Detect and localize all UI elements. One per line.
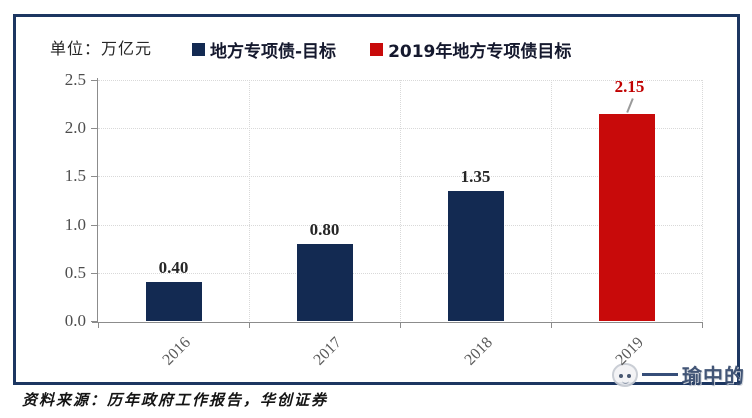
legend-label: 地方专项债-目标: [210, 42, 337, 62]
plot-area: 0.40 0.80 1.35 2.15: [98, 76, 703, 321]
y-tick-mark: [91, 272, 97, 274]
legend-item-target: 地方专项债-目标: [192, 37, 336, 62]
watermark-dash: [642, 373, 678, 376]
y-tick-label: 0.0: [64, 311, 86, 330]
x-axis-line: [92, 322, 703, 323]
bar-2018: [447, 190, 504, 321]
x-tick-mark: [702, 322, 703, 328]
legend-label: 2019年地方专项债目标: [388, 42, 572, 62]
y-tick-mark: [91, 321, 97, 322]
y-tick-mark: [91, 224, 97, 226]
face-eye-icon: [619, 373, 623, 378]
x-tick-mark: [249, 322, 250, 328]
gridline-vertical: [249, 80, 250, 321]
gridline-vertical: [702, 80, 703, 321]
watermark-text: 瑜中的: [682, 364, 745, 388]
legend-swatch-red-icon: [370, 43, 384, 56]
y-tick-label: 1.0: [64, 214, 86, 234]
face-logo-icon: [612, 362, 638, 387]
y-tick-label: 0.5: [64, 262, 86, 282]
bar-2019: [598, 113, 655, 321]
bar-value-label: 0.40: [158, 258, 189, 278]
callout-line: [625, 97, 634, 113]
y-tick-label: 2.5: [64, 70, 86, 89]
y-tick-label: 1.5: [64, 166, 86, 186]
x-tick-mark: [551, 322, 552, 328]
bar-value-label: 2.15: [614, 76, 645, 96]
chart-frame-border: [13, 14, 740, 385]
unit-label: 单位：万亿元: [50, 39, 153, 58]
legend-item-2019-target: 2019年地方专项债目标: [370, 37, 571, 62]
x-tick-mark: [98, 322, 99, 328]
watermark: 瑜中的: [612, 360, 745, 389]
x-tick-mark: [400, 322, 401, 328]
face-mouth-icon: [622, 380, 629, 384]
bar-value-label: 1.35: [460, 166, 491, 186]
bar-2017: [296, 243, 353, 321]
y-tick-mark: [91, 128, 97, 130]
source-note: 资料来源：历年政府工作报告，华创证券: [22, 393, 329, 409]
legend: 地方专项债-目标 2019年地方专项债目标: [192, 37, 571, 62]
face-eye-icon: [627, 373, 631, 378]
gridline-vertical: [400, 80, 401, 321]
bar-2016: [145, 282, 202, 321]
bar-value-label: 0.80: [309, 219, 340, 239]
y-axis-line: [97, 78, 98, 323]
y-tick-mark: [91, 176, 97, 178]
y-tick-label: 2.0: [64, 118, 86, 138]
gridline-vertical: [551, 80, 552, 321]
y-tick-mark: [91, 80, 97, 81]
legend-swatch-navy-icon: [192, 43, 205, 56]
